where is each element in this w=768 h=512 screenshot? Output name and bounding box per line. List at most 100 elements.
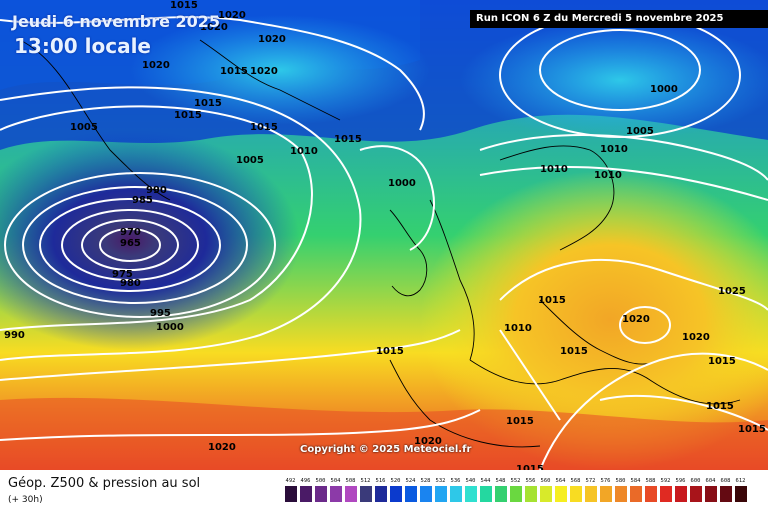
- legend-swatch: [404, 486, 417, 502]
- legend-cell: 528: [419, 476, 432, 502]
- legend-cell: 532: [434, 476, 447, 502]
- legend-swatch: [659, 486, 672, 502]
- legend-tick-label: 508: [345, 478, 356, 484]
- pressure-label: 1010: [600, 144, 628, 155]
- legend-swatch: [449, 486, 462, 502]
- pressure-label: 1015: [560, 346, 588, 357]
- pressure-labels: 1015 1020 1020 1020 1020 1020 1015 1015 …: [4, 0, 766, 470]
- legend-tick-label: 536: [450, 478, 461, 484]
- isobar-1020: [619, 306, 671, 344]
- map-canvas: 1015 1020 1020 1020 1020 1020 1015 1015 …: [0, 0, 768, 470]
- legend-cell: 540: [464, 476, 477, 502]
- legend-cell: 516: [374, 476, 387, 502]
- legend-swatch: [329, 486, 342, 502]
- legend-cell: 564: [554, 476, 567, 502]
- pressure-label: 1020: [250, 66, 278, 77]
- legend-swatch: [614, 486, 627, 502]
- legend-cell: 512: [359, 476, 372, 502]
- legend-tick-label: 540: [465, 478, 476, 484]
- legend-tick-label: 516: [375, 478, 386, 484]
- legend-tick-label: 580: [615, 478, 626, 484]
- legend-tick-label: 604: [705, 478, 716, 484]
- legend-tick-label: 496: [300, 478, 311, 484]
- legend-cell: 568: [569, 476, 582, 502]
- pressure-label: 1005: [70, 122, 98, 133]
- legend-tick-label: 588: [645, 478, 656, 484]
- legend-swatch: [299, 486, 312, 502]
- legend-tick-label: 564: [555, 478, 566, 484]
- legend-swatch: [704, 486, 717, 502]
- pressure-label: 990: [4, 330, 25, 341]
- legend-swatch: [599, 486, 612, 502]
- legend-cell: 572: [584, 476, 597, 502]
- pressure-label: 1010: [540, 164, 568, 175]
- legend-swatch: [464, 486, 477, 502]
- color-legend: 492 496 500 504 508 512 516 520 524 528 532 536 540 5…: [284, 476, 752, 510]
- legend-tick-label: 608: [720, 478, 731, 484]
- coastlines: [19, 39, 741, 448]
- legend-swatch: [524, 486, 537, 502]
- legend-tick-label: 576: [600, 478, 611, 484]
- pressure-label: 1020: [414, 436, 442, 447]
- legend-cell: 592: [659, 476, 672, 502]
- legend-swatch: [374, 486, 387, 502]
- legend-tick-label: 596: [675, 478, 686, 484]
- legend-tick-label: 560: [540, 478, 551, 484]
- legend-cell: 588: [644, 476, 657, 502]
- legend-cell: 520: [389, 476, 402, 502]
- legend-tick-label: 600: [690, 478, 701, 484]
- pressure-label: 985: [132, 195, 153, 206]
- legend-cell: 600: [689, 476, 702, 502]
- pressure-label: 1020: [200, 22, 228, 33]
- legend-tick-label: 520: [390, 478, 401, 484]
- parameter-title: Géop. Z500 & pression au sol: [8, 476, 201, 491]
- pressure-label: 1015: [708, 356, 736, 367]
- legend-tick-label: 584: [630, 478, 641, 484]
- legend-swatch: [719, 486, 732, 502]
- legend-cell: 504: [329, 476, 342, 502]
- low-label-inner: 965: [120, 238, 141, 249]
- lead-time: (+ 30h): [8, 495, 43, 505]
- legend-swatch: [344, 486, 357, 502]
- legend-tick-label: 528: [420, 478, 431, 484]
- footer: Géop. Z500 & pression au sol (+ 30h) 492…: [0, 470, 768, 512]
- cyan-area: [130, 15, 430, 125]
- legend-swatch: [494, 486, 507, 502]
- legend-swatch: [419, 486, 432, 502]
- pressure-label: 1000: [156, 322, 184, 333]
- pressure-label: 1005: [236, 155, 264, 166]
- legend-tick-label: 512: [360, 478, 371, 484]
- legend-swatch: [674, 486, 687, 502]
- legend-tick-label: 544: [480, 478, 491, 484]
- legend-cell: 584: [629, 476, 642, 502]
- pressure-label: 1020: [218, 10, 246, 21]
- pressure-label: 1015: [506, 416, 534, 427]
- legend-cell: 596: [674, 476, 687, 502]
- ridge-area: [420, 170, 768, 470]
- pressure-label: 980: [120, 278, 141, 289]
- pressure-label: 1015: [538, 295, 566, 306]
- legend-cell: 556: [524, 476, 537, 502]
- legend-tick-label: 548: [495, 478, 506, 484]
- pressure-label: 1015: [170, 0, 198, 11]
- legend-cell: 544: [479, 476, 492, 502]
- pressure-label: 1010: [594, 170, 622, 181]
- low-label-outer: 970: [120, 227, 141, 238]
- pressure-label: 1020: [258, 34, 286, 45]
- legend-swatch: [644, 486, 657, 502]
- pressure-label: 1015: [250, 122, 278, 133]
- legend-tick-label: 524: [405, 478, 416, 484]
- legend-tick-label: 572: [585, 478, 596, 484]
- legend-tick-label: 556: [525, 478, 536, 484]
- legend-cell: 612: [734, 476, 747, 502]
- pressure-label: 995: [150, 308, 171, 319]
- legend-swatch: [359, 486, 372, 502]
- legend-swatch: [434, 486, 447, 502]
- legend-swatch: [479, 486, 492, 502]
- isobar-965: [99, 228, 161, 262]
- copyright-notice: Copyright © 2025 Meteociel.fr: [300, 444, 472, 455]
- pressure-label: 1015: [706, 401, 734, 412]
- legend-cell: 500: [314, 476, 327, 502]
- pressure-label: 1010: [504, 323, 532, 334]
- forecast-time: 13:00 locale: [14, 34, 151, 58]
